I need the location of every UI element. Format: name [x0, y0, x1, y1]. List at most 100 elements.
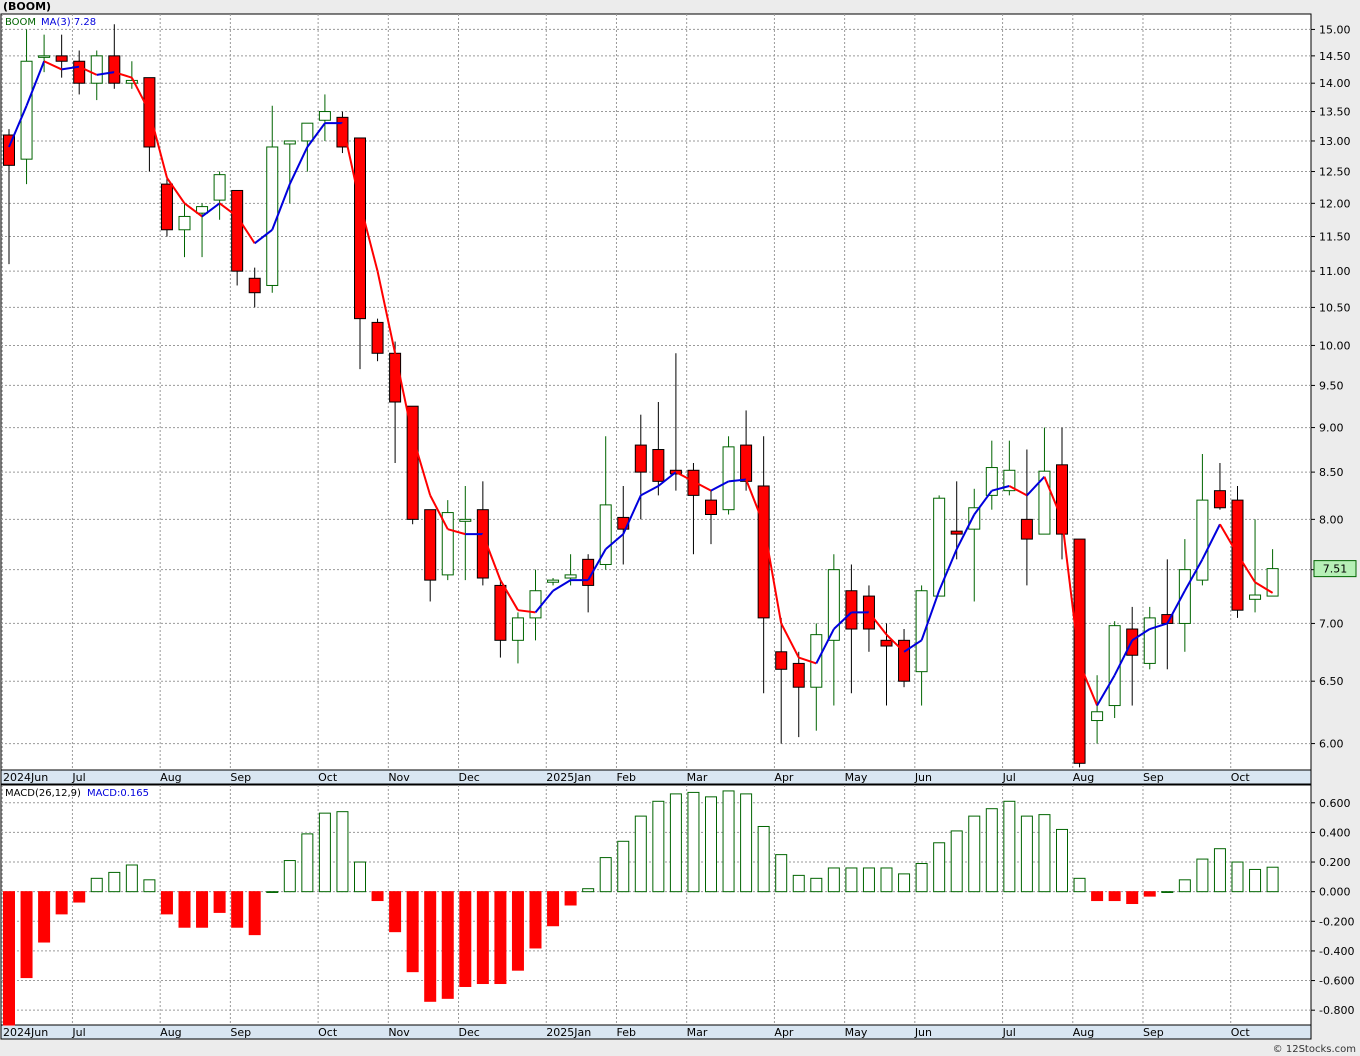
price-y-tick-label: 13.00 [1319, 135, 1351, 148]
macd-bar [20, 891, 33, 979]
candle [283, 140, 296, 204]
ma3-segment [534, 590, 554, 614]
candle [371, 318, 384, 362]
candle [494, 580, 507, 658]
candle-body [108, 55, 121, 84]
candle-body [915, 590, 928, 673]
candle-body [1020, 518, 1033, 540]
macd-bar [1196, 858, 1209, 893]
candle [599, 436, 612, 570]
ma3-segment [780, 622, 800, 659]
x-tick-label: Feb [616, 771, 635, 784]
macd-bar [564, 891, 577, 906]
macd-bar [406, 891, 419, 973]
ma3-segment [710, 480, 730, 492]
ma3-segment [1201, 523, 1221, 560]
macd-bar [143, 879, 156, 893]
macd-bar [757, 825, 770, 893]
candle [705, 490, 717, 545]
candle-body [178, 215, 191, 231]
macd-legend-value: MACD:0.165 [87, 788, 149, 799]
candle-body [985, 467, 998, 496]
ma3-segment [1149, 622, 1168, 630]
candle-body [652, 449, 665, 482]
candle [1178, 539, 1191, 652]
candle [406, 405, 419, 525]
candle [248, 267, 261, 308]
candle [125, 61, 138, 89]
ma3-segment [1061, 519, 1081, 664]
ma3-segment [587, 548, 607, 581]
candle-body [301, 122, 314, 142]
x-tick-label: Jul [71, 1026, 85, 1039]
x-tick-label: Aug [1073, 1026, 1094, 1039]
candle [90, 50, 103, 101]
macd-bar [38, 891, 51, 943]
candle-body [336, 116, 349, 148]
candle [511, 612, 524, 664]
macd-bar [880, 867, 893, 893]
candle [213, 171, 226, 220]
ma3-segment [341, 122, 361, 204]
macd-bar [634, 815, 647, 893]
ma3-segment [622, 494, 642, 535]
macd-bar [1231, 861, 1244, 893]
macd-bar [845, 867, 858, 893]
price-y-tick-label: 8.00 [1319, 513, 1344, 526]
date-axis-strip [0, 769, 1312, 785]
macd-bar [494, 891, 507, 985]
x-tick-label: Sep [230, 1026, 251, 1039]
ma3-segment [130, 77, 151, 113]
candle [1231, 485, 1244, 618]
ma3-segment [1008, 485, 1028, 497]
candle-body [775, 651, 788, 670]
macd-bar [792, 874, 805, 893]
ma3-segment [605, 533, 624, 550]
macd-bar [511, 891, 524, 971]
macd-bar [862, 867, 875, 893]
macd-bar [424, 891, 437, 1002]
candle [722, 436, 735, 515]
candle [1073, 538, 1086, 768]
candle-body [1143, 617, 1156, 664]
price-y-tick-label: 11.50 [1319, 231, 1351, 244]
candle-body [1196, 499, 1209, 581]
candle [968, 488, 981, 602]
candle-body [1091, 711, 1104, 722]
x-tick-label: Dec [459, 1026, 480, 1039]
candle-body [968, 507, 981, 530]
candle-body [933, 497, 946, 597]
x-tick-label: Nov [388, 1026, 410, 1039]
ma3-segment [78, 65, 98, 76]
candle [55, 34, 68, 78]
macd-bar [55, 891, 68, 915]
macd-bar [529, 891, 542, 949]
x-tick-label: May [845, 771, 868, 784]
price-legend-ma: MA(3) 7.28 [41, 17, 96, 28]
ma3-segment [675, 471, 694, 483]
macd-bar [108, 871, 121, 893]
macd-y-tick-label: -0.400 [1319, 945, 1354, 958]
ma3-segment [43, 60, 63, 71]
macd-bar [1108, 891, 1121, 902]
ma3-segment [429, 494, 449, 530]
ticker-title: (BOOM) [3, 0, 52, 13]
macd-bar [248, 891, 261, 936]
candle [898, 629, 911, 688]
candle [547, 578, 560, 586]
x-tick-label: 2025Jan [546, 1026, 591, 1039]
candle-body [406, 405, 419, 520]
price-y-tick-label: 7.00 [1319, 617, 1344, 630]
candle [792, 651, 805, 738]
candle [1196, 453, 1209, 586]
candle-body [1249, 594, 1262, 600]
candle [160, 177, 173, 237]
macd-bar [283, 860, 296, 893]
candle-body [196, 206, 209, 214]
ma3-segment [517, 609, 536, 614]
macd-bar [1003, 800, 1016, 893]
ma3-segment [481, 533, 502, 581]
macd-bar [1126, 891, 1139, 905]
ma3-segment [1219, 523, 1239, 555]
